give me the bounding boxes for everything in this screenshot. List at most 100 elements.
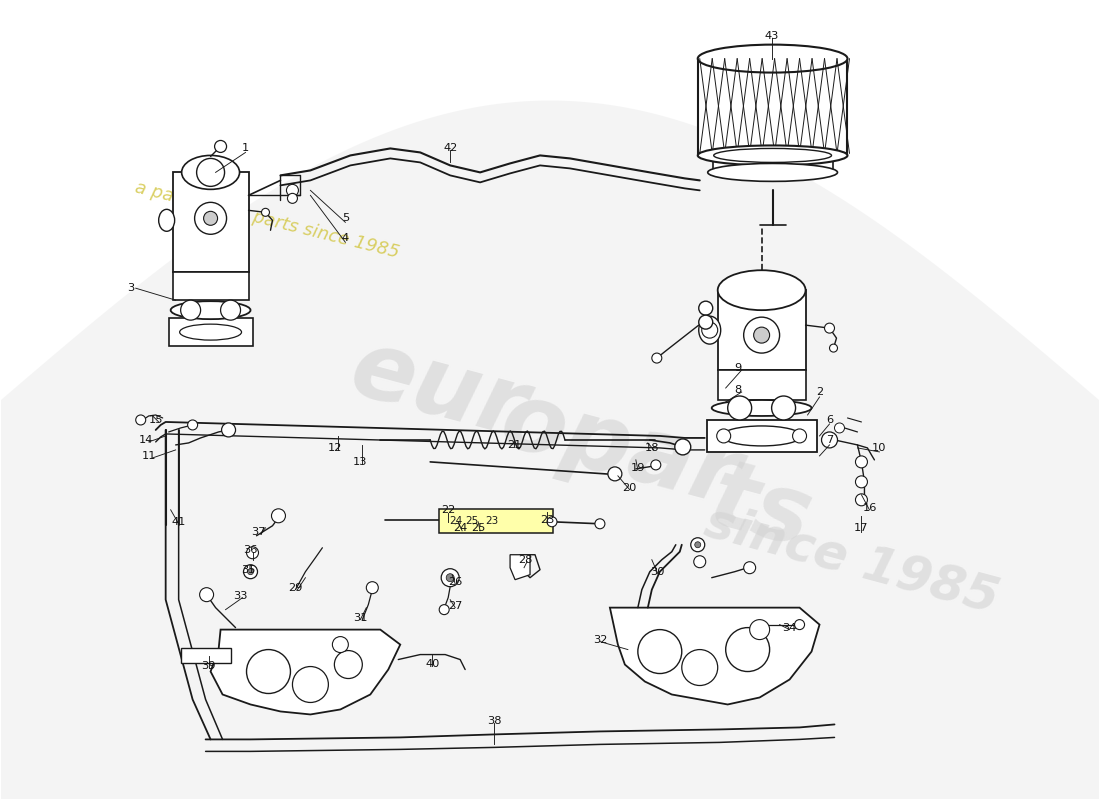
Circle shape bbox=[744, 562, 756, 574]
Text: 43: 43 bbox=[764, 30, 779, 41]
Polygon shape bbox=[510, 554, 530, 580]
Text: 21: 21 bbox=[507, 440, 521, 450]
Circle shape bbox=[717, 429, 730, 443]
Text: 17: 17 bbox=[855, 522, 869, 533]
Circle shape bbox=[638, 630, 682, 674]
Text: 20: 20 bbox=[623, 483, 637, 493]
Circle shape bbox=[221, 300, 241, 320]
Text: ts: ts bbox=[700, 452, 822, 567]
Text: 39: 39 bbox=[201, 661, 216, 670]
Text: 13: 13 bbox=[353, 457, 367, 467]
Text: 7: 7 bbox=[826, 435, 833, 445]
Ellipse shape bbox=[717, 270, 805, 310]
Circle shape bbox=[248, 569, 253, 574]
Circle shape bbox=[204, 211, 218, 226]
Circle shape bbox=[197, 158, 224, 186]
Circle shape bbox=[180, 300, 200, 320]
Circle shape bbox=[829, 344, 837, 352]
Circle shape bbox=[293, 666, 329, 702]
Text: 15: 15 bbox=[148, 415, 163, 425]
Circle shape bbox=[750, 620, 770, 639]
Text: 22: 22 bbox=[441, 505, 455, 515]
Circle shape bbox=[754, 327, 770, 343]
Circle shape bbox=[246, 546, 258, 558]
Circle shape bbox=[439, 605, 449, 614]
Circle shape bbox=[199, 588, 213, 602]
Circle shape bbox=[698, 315, 713, 329]
Circle shape bbox=[441, 569, 459, 586]
Circle shape bbox=[694, 556, 706, 568]
Circle shape bbox=[608, 467, 622, 481]
Text: 23: 23 bbox=[485, 516, 498, 526]
Circle shape bbox=[698, 301, 713, 315]
Text: 5: 5 bbox=[342, 214, 349, 223]
Text: 41: 41 bbox=[172, 517, 186, 526]
Circle shape bbox=[366, 582, 378, 594]
Ellipse shape bbox=[714, 149, 832, 162]
Text: 25: 25 bbox=[471, 522, 485, 533]
Bar bbox=[717, 370, 805, 400]
Ellipse shape bbox=[712, 400, 812, 416]
Text: 23: 23 bbox=[540, 514, 554, 525]
Circle shape bbox=[332, 637, 349, 653]
Text: 9: 9 bbox=[734, 363, 741, 373]
Polygon shape bbox=[609, 608, 820, 705]
Text: 3: 3 bbox=[128, 283, 134, 293]
Text: 32: 32 bbox=[593, 634, 607, 645]
Bar bbox=[173, 272, 249, 300]
Circle shape bbox=[726, 628, 770, 671]
Circle shape bbox=[447, 574, 454, 582]
Text: 42: 42 bbox=[443, 143, 458, 154]
Text: 38: 38 bbox=[487, 717, 502, 726]
Circle shape bbox=[135, 415, 145, 425]
Circle shape bbox=[835, 423, 845, 433]
Ellipse shape bbox=[697, 146, 847, 166]
Circle shape bbox=[691, 538, 705, 552]
Circle shape bbox=[188, 420, 198, 430]
Text: 8: 8 bbox=[734, 385, 741, 395]
Text: 25: 25 bbox=[465, 516, 478, 526]
Circle shape bbox=[214, 141, 227, 153]
Text: 12: 12 bbox=[328, 443, 342, 453]
Ellipse shape bbox=[182, 155, 240, 190]
Text: 4: 4 bbox=[342, 234, 349, 243]
Ellipse shape bbox=[707, 163, 837, 182]
Circle shape bbox=[744, 317, 780, 353]
Text: 14: 14 bbox=[139, 435, 153, 445]
Bar bbox=[173, 172, 249, 272]
Ellipse shape bbox=[170, 301, 251, 319]
Circle shape bbox=[547, 517, 557, 526]
Text: 11: 11 bbox=[142, 451, 156, 461]
Ellipse shape bbox=[158, 210, 175, 231]
Bar bbox=[717, 290, 805, 370]
Bar bbox=[697, 58, 847, 154]
Circle shape bbox=[272, 509, 286, 522]
Text: 24: 24 bbox=[450, 516, 463, 526]
Text: 18: 18 bbox=[645, 443, 659, 453]
Text: 33: 33 bbox=[233, 590, 248, 601]
Text: a passion for parts since 1985: a passion for parts since 1985 bbox=[133, 178, 400, 262]
Circle shape bbox=[246, 650, 290, 694]
Circle shape bbox=[794, 620, 804, 630]
Circle shape bbox=[651, 460, 661, 470]
Text: 2: 2 bbox=[816, 387, 823, 397]
Circle shape bbox=[262, 208, 270, 216]
Circle shape bbox=[221, 423, 235, 437]
Text: since 1985: since 1985 bbox=[700, 498, 1004, 622]
Circle shape bbox=[856, 494, 868, 506]
Circle shape bbox=[595, 518, 605, 529]
Text: 40: 40 bbox=[425, 658, 439, 669]
Ellipse shape bbox=[722, 426, 802, 446]
Circle shape bbox=[695, 542, 701, 548]
Circle shape bbox=[287, 194, 297, 203]
Text: opar: opar bbox=[491, 374, 748, 526]
Text: 36: 36 bbox=[243, 545, 257, 554]
Text: 27: 27 bbox=[448, 601, 462, 610]
Text: 35: 35 bbox=[241, 565, 256, 574]
Circle shape bbox=[728, 396, 751, 420]
Circle shape bbox=[856, 456, 868, 468]
Ellipse shape bbox=[697, 45, 847, 73]
Text: 31: 31 bbox=[353, 613, 367, 622]
Ellipse shape bbox=[698, 316, 720, 344]
Bar bbox=[713, 155, 833, 174]
